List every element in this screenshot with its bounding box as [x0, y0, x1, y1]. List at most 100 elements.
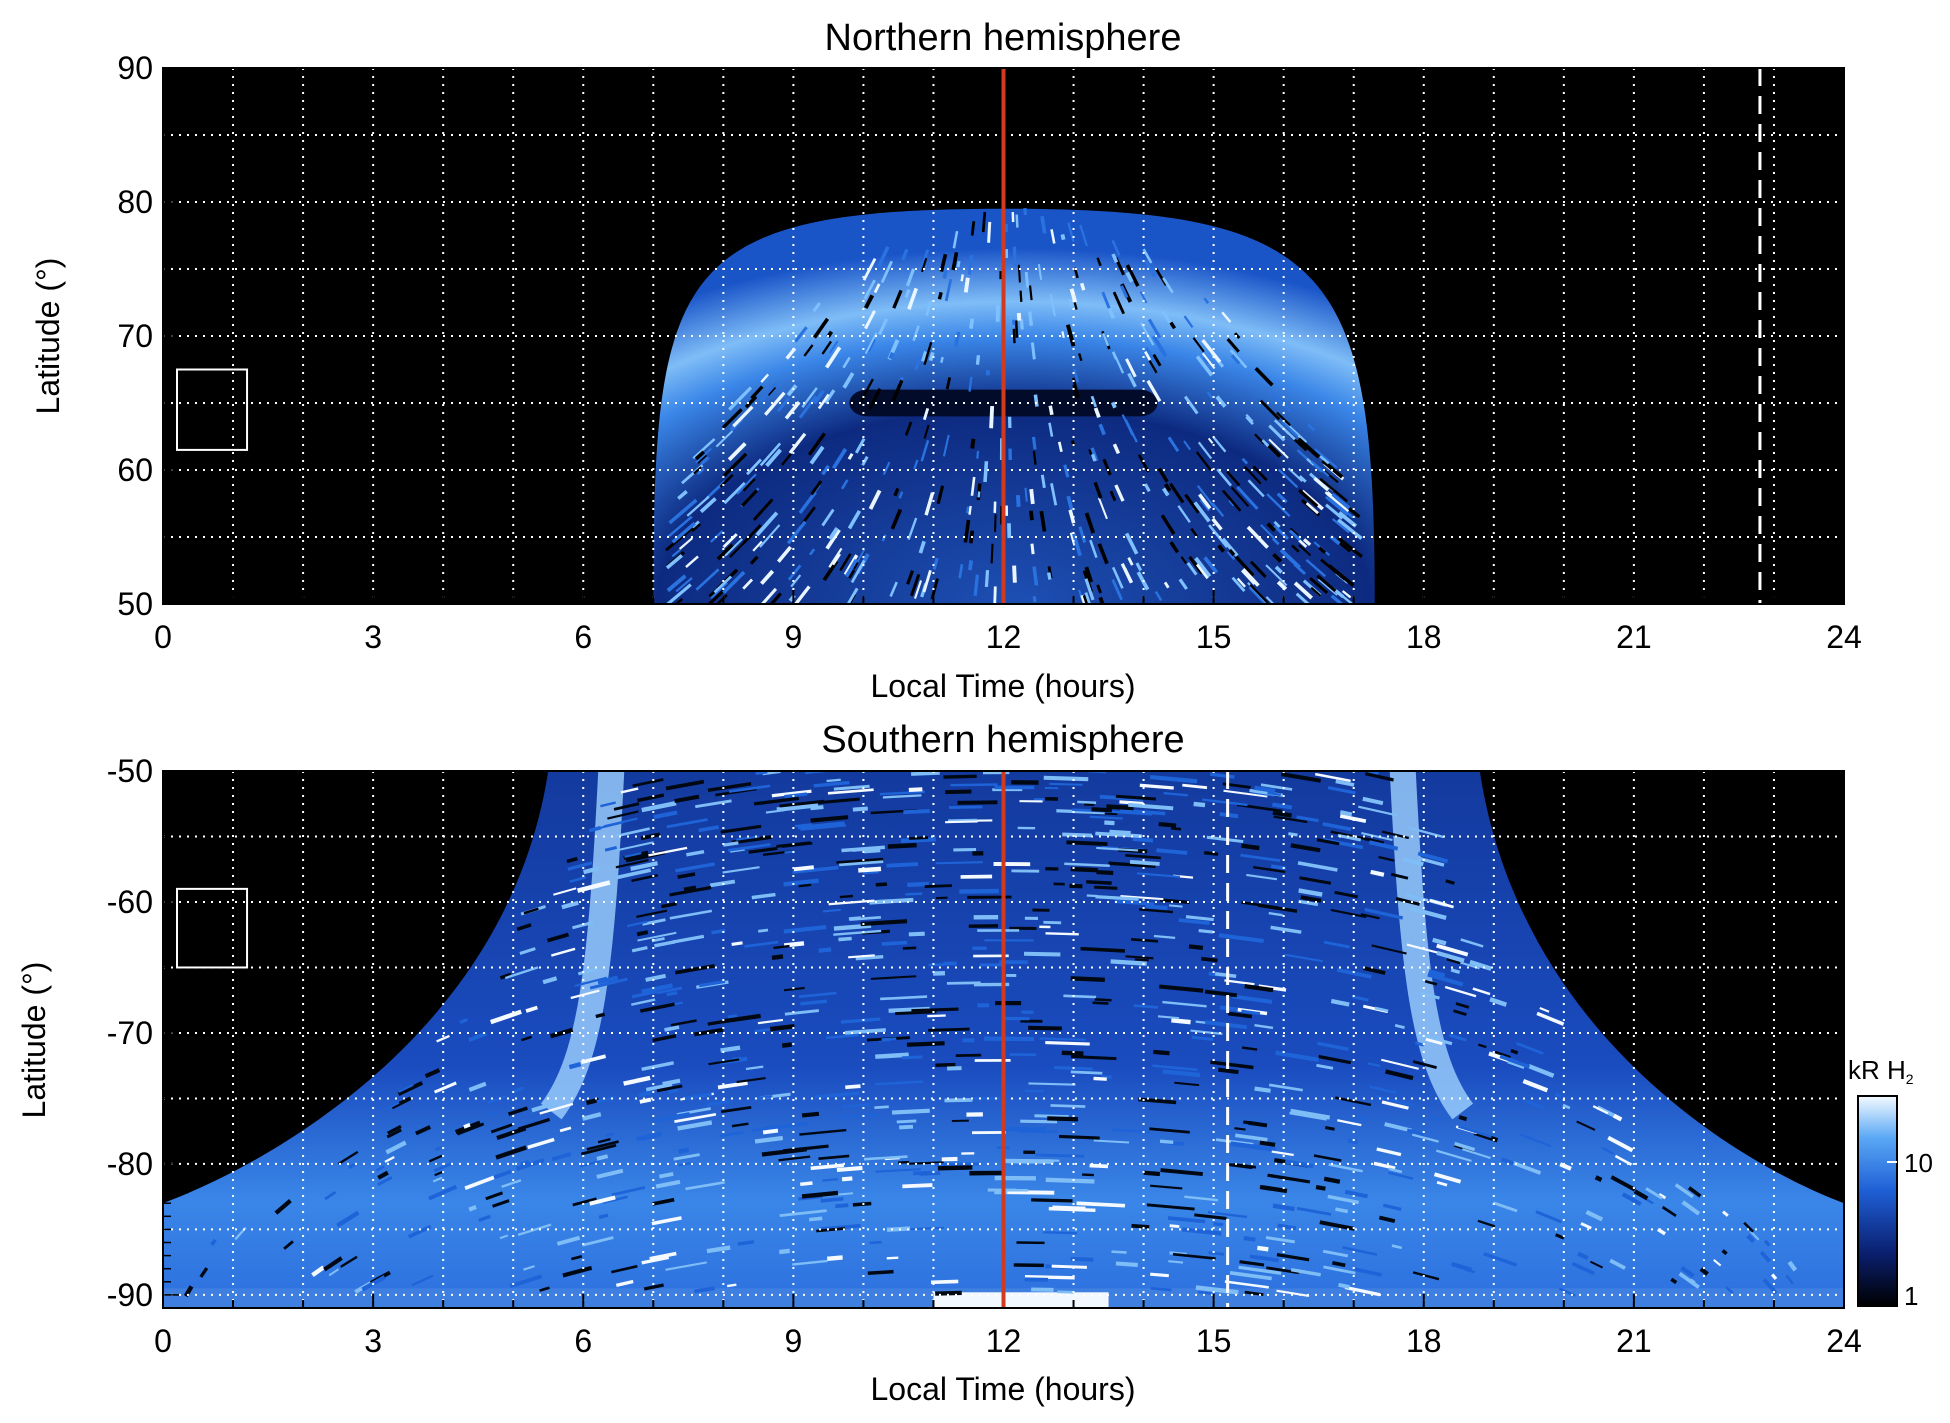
- aurora-streak: [1406, 1128, 1425, 1137]
- aurora-streak: [1076, 1201, 1126, 1208]
- aurora-streak: [727, 843, 771, 852]
- aurora-streak: [1454, 1141, 1476, 1152]
- aurora-streak: [1238, 1265, 1282, 1275]
- aurora-streak: [665, 779, 705, 791]
- aurora-streak: [489, 1009, 522, 1025]
- aurora-streak: [931, 1279, 959, 1285]
- aurora-streak: [562, 1265, 593, 1278]
- aurora-streak: [922, 569, 932, 593]
- aurora-streak: [891, 379, 904, 402]
- aurora-streak: [551, 1152, 572, 1162]
- aurora-streak: [928, 1027, 970, 1032]
- aurora-streak: [818, 947, 832, 953]
- aurora-streak: [632, 778, 664, 788]
- aurora-streak: [825, 1033, 860, 1040]
- aurora-streak: [387, 1124, 402, 1135]
- aurora-streak: [683, 885, 697, 892]
- aurora-streak: [823, 389, 836, 404]
- aurora-streak: [1169, 482, 1185, 504]
- bright-arc-south: [1389, 771, 1474, 1120]
- aurora-streak: [1245, 416, 1254, 426]
- aurora-streak: [1699, 1267, 1709, 1276]
- aurora-streak: [1095, 831, 1143, 839]
- y-tick-label: -70: [107, 1015, 153, 1051]
- aurora-streak: [1169, 321, 1177, 330]
- aurora-streak: [1019, 319, 1024, 330]
- aurora-streak: [1204, 851, 1219, 856]
- aurora-streak: [1241, 843, 1260, 851]
- aurora-streak: [1276, 492, 1288, 504]
- aurora-streak: [1241, 1009, 1261, 1015]
- aurora-streak: [875, 1052, 909, 1059]
- aurora-streak: [468, 1081, 487, 1092]
- aurora-streak: [843, 554, 859, 576]
- aurora-streak: [1609, 1258, 1626, 1270]
- aurora-streak: [942, 434, 950, 457]
- aurora-streak: [1241, 457, 1249, 465]
- aurora-streak: [818, 1154, 850, 1161]
- aurora-streak: [1330, 594, 1345, 604]
- aurora-streak: [669, 885, 712, 897]
- aurora-streak: [1610, 1175, 1636, 1192]
- aurora-streak: [614, 827, 651, 838]
- aurora-streak: [801, 1190, 839, 1199]
- aurora-streak: [1206, 835, 1244, 844]
- aurora-streak: [1241, 568, 1260, 587]
- aurora-streak: [911, 771, 940, 776]
- aurora-streak: [921, 351, 928, 362]
- aurora-streak: [1327, 786, 1356, 795]
- aurora-streak: [1159, 1139, 1174, 1145]
- aurora-streak: [845, 1084, 861, 1090]
- aurora-streak: [891, 1108, 930, 1115]
- aurora-streak: [1453, 1144, 1475, 1153]
- aurora-streak: [384, 1101, 400, 1111]
- aurora-streak: [1674, 1183, 1695, 1199]
- aurora-streak: [1150, 1184, 1183, 1190]
- aurora-streak: [1142, 248, 1153, 264]
- aurora-streak: [499, 972, 512, 980]
- aurora-streak: [1043, 1231, 1078, 1235]
- aurora-streak: [1096, 257, 1102, 267]
- aurora-streak: [580, 1160, 601, 1168]
- ticks-north: 0 3 6 9 12 15 18 21 24 50 60 70 80 90: [117, 50, 1861, 655]
- aurora-streak: [1030, 543, 1035, 555]
- aurora-streak: [1039, 510, 1047, 532]
- aurora-streak: [1316, 574, 1339, 594]
- aurora-streak: [1031, 1198, 1073, 1203]
- aurora-streak: [1160, 1168, 1203, 1176]
- aurora-streak: [210, 1238, 217, 1246]
- aurora-streak: [923, 341, 933, 366]
- aurora-streak: [1050, 483, 1058, 506]
- aurora-streak: [1298, 899, 1319, 907]
- aurora-streak: [987, 221, 992, 243]
- aurora-streak: [1147, 318, 1162, 339]
- aurora-streak: [1028, 311, 1033, 326]
- aurora-streak: [553, 887, 577, 896]
- aurora-streak: [1212, 436, 1227, 453]
- aurora-streak: [722, 866, 760, 874]
- aurora-streak: [1554, 1092, 1562, 1098]
- aurora-streak: [1143, 1170, 1161, 1177]
- aurora-streak: [527, 1137, 555, 1150]
- aurora-streak: [1337, 518, 1363, 540]
- aurora-streak: [391, 1096, 412, 1110]
- aurora-streak: [1167, 1216, 1206, 1224]
- aurora-streak: [611, 1186, 646, 1197]
- aurora-streak: [707, 589, 726, 604]
- aurora-streak: [604, 845, 618, 852]
- aurora-streak: [1299, 876, 1332, 885]
- aurora-streak: [1224, 1280, 1269, 1289]
- aurora-streak: [549, 1027, 574, 1039]
- aurora-streak: [499, 1234, 509, 1240]
- aurora-streak: [1056, 809, 1105, 815]
- aurora-streak: [934, 1162, 981, 1167]
- aurora-streak: [1139, 908, 1174, 914]
- aurora-streak: [711, 928, 726, 935]
- aurora-streak: [580, 1054, 607, 1065]
- aurora-streak: [1032, 450, 1037, 465]
- aurora-streak: [1194, 556, 1212, 578]
- aurora-streak: [914, 355, 922, 371]
- aurora-streak: [900, 837, 936, 844]
- aurora-streak: [869, 1240, 882, 1245]
- aurora-streak: [1297, 861, 1338, 872]
